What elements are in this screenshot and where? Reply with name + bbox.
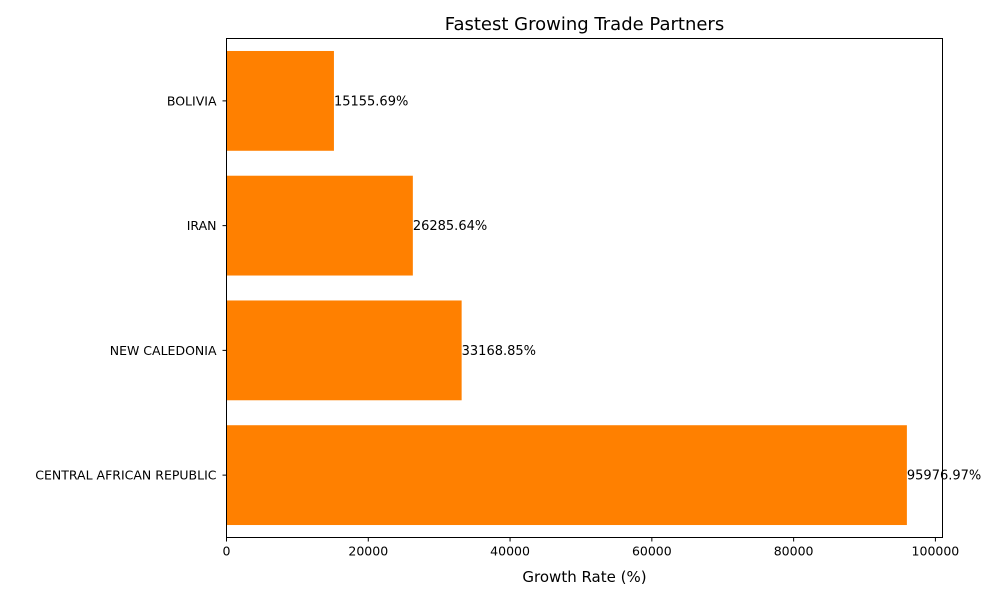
bar-value-label: 95976.97%: [907, 469, 981, 484]
chart-title: Fastest Growing Trade Partners: [445, 14, 724, 35]
y-tick-label: IRAN: [187, 218, 217, 233]
bar: [226, 425, 907, 526]
bar: [226, 175, 413, 276]
bar: [226, 300, 462, 401]
value-labels-layer: 15155.69% 26285.64% 33168.85% 95976.97%: [334, 94, 981, 483]
x-axis-label: Growth Rate (%): [522, 568, 646, 586]
bar: [226, 50, 334, 151]
y-axis: BOLIVIA IRAN NEW CALEDONIA CENTRAL AFRICAN …: [35, 93, 227, 483]
bar-value-label: 33168.85%: [462, 344, 536, 359]
x-axis: 0 20000 40000 60000 80000 100000: [223, 537, 960, 559]
bar-value-label: 15155.69%: [334, 94, 408, 109]
x-tick-label: 0: [223, 544, 231, 559]
x-tick-label: 100000: [912, 544, 960, 559]
plot-frame: [226, 38, 943, 538]
bar-value-label: 26285.64%: [413, 219, 487, 234]
x-tick-label: 20000: [348, 544, 388, 559]
x-tick-label: 60000: [632, 544, 672, 559]
y-tick-label: CENTRAL AFRICAN REPUBLIC: [35, 468, 216, 483]
y-tick-label: BOLIVIA: [167, 93, 217, 108]
x-tick-label: 40000: [490, 544, 530, 559]
x-tick-label: 80000: [774, 544, 814, 559]
y-tick-label: NEW CALEDONIA: [110, 343, 217, 358]
bars-layer: [226, 50, 907, 526]
